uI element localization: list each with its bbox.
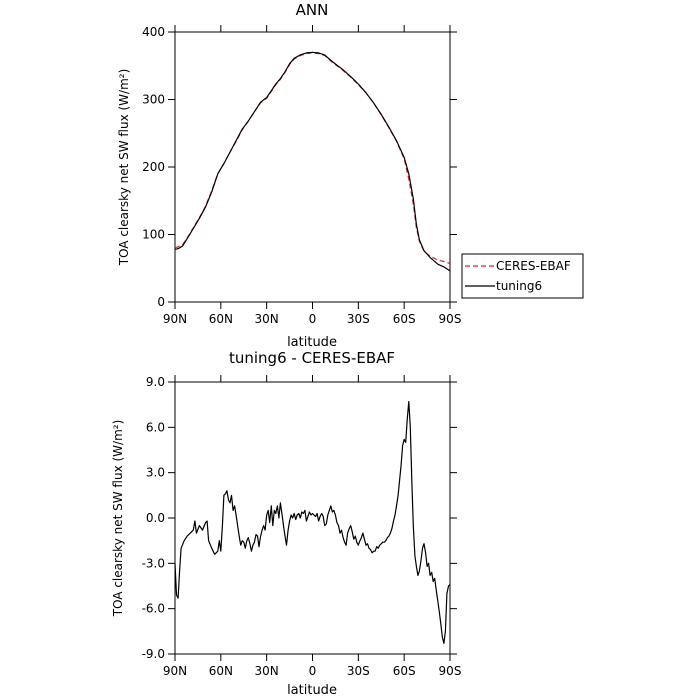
y-tick-label: 3.0 xyxy=(146,466,165,480)
x-tick-label: 60N xyxy=(209,664,233,678)
x-axis: 90N 60N 30N 0 30S 60S 90S xyxy=(163,25,462,326)
legend-label-ceres-ebaf: CERES-EBAF xyxy=(496,259,571,273)
x-tick-label: 90N xyxy=(163,664,187,678)
y-tick-label: 400 xyxy=(142,25,165,39)
plot-frame xyxy=(174,31,451,303)
y-axis-label: TOA clearsky net SW flux (W/m²) xyxy=(117,69,131,267)
x-tick-label: 90S xyxy=(439,664,462,678)
y-tick-label: 300 xyxy=(142,93,165,107)
series-line-tuning6 xyxy=(174,51,451,272)
x-tick-label: 90N xyxy=(163,312,187,326)
y-axis: 0 100 200 300 400 xyxy=(142,25,457,309)
legend-label-tuning6: tuning6 xyxy=(496,279,542,293)
x-tick-label: 30N xyxy=(255,664,279,678)
series-group xyxy=(174,401,451,644)
series-line-difference xyxy=(174,401,451,644)
x-tick-label: 30S xyxy=(347,312,370,326)
x-tick-label: 0 xyxy=(309,664,317,678)
x-tick-label: 0 xyxy=(309,312,317,326)
y-tick-label: 9.0 xyxy=(146,375,165,389)
legend-frame xyxy=(461,253,584,299)
legend: CERES-EBAF tuning6 xyxy=(461,253,584,299)
x-axis: 90N 60N 30N 0 30S 60S 90S xyxy=(163,375,462,678)
y-tick-label: 0.0 xyxy=(146,511,165,525)
x-tick-label: 90S xyxy=(439,312,462,326)
zonal-mean-panel: ANN 0 100 200 300 400 90N 60N 30N 0 30S 60S 90S la… xyxy=(117,1,584,350)
chart-title: tuning6 - CERES-EBAF xyxy=(229,349,395,367)
series-group xyxy=(174,51,451,272)
y-axis: -9.0 -6.0 -3.0 0.0 3.0 6.0 9.0 xyxy=(142,375,457,661)
y-tick-label: -9.0 xyxy=(142,647,165,661)
y-tick-label: 200 xyxy=(142,160,165,174)
x-axis-label: latitude xyxy=(287,335,337,350)
y-tick-label: -6.0 xyxy=(142,602,165,616)
y-axis-label: TOA clearsky net SW flux (W/m²) xyxy=(111,420,125,618)
y-tick-label: -3.0 xyxy=(142,556,165,570)
x-tick-label: 30N xyxy=(255,312,279,326)
y-tick-label: 0 xyxy=(157,295,165,309)
y-tick-label: 6.0 xyxy=(146,420,165,434)
series-line-ceres-ebaf xyxy=(174,52,451,265)
x-tick-label: 60S xyxy=(393,664,416,678)
x-tick-label: 60S xyxy=(393,312,416,326)
chart-title: ANN xyxy=(296,1,329,19)
x-tick-label: 60N xyxy=(209,312,233,326)
plot-frame xyxy=(174,381,451,655)
difference-panel: tuning6 - CERES-EBAF -9.0 -6.0 -3.0 0.0 3.0 6… xyxy=(111,349,461,698)
x-axis-label: latitude xyxy=(287,683,337,698)
y-tick-label: 100 xyxy=(142,228,165,242)
x-tick-label: 30S xyxy=(347,664,370,678)
